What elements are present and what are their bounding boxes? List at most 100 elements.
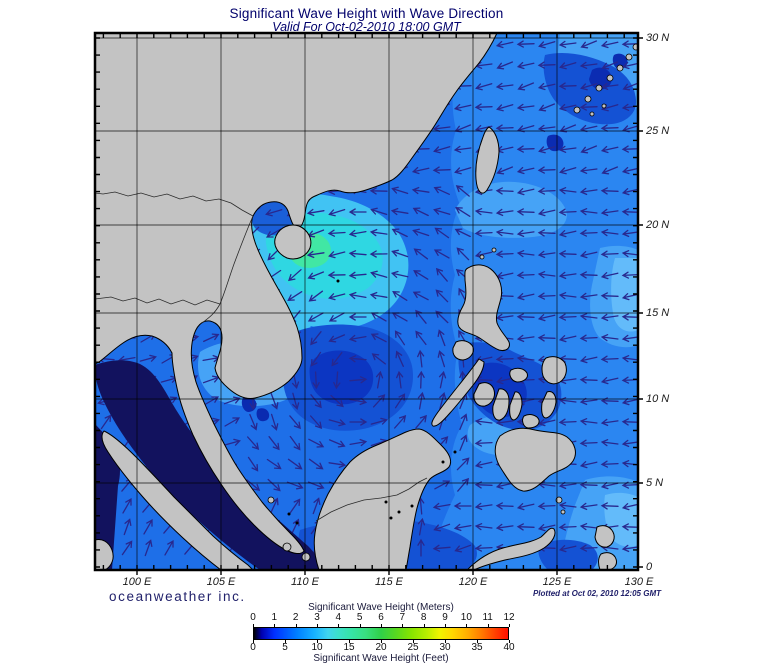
wave-region-tonkin-dark (250, 198, 294, 236)
land-taiwan-island (475, 126, 500, 194)
small-island (595, 84, 603, 92)
land-mainland-asia (95, 33, 498, 554)
map-frame (93, 31, 640, 572)
colorbar-meter-value: 10 (460, 612, 472, 623)
small-island (601, 103, 607, 109)
colorbar-feet-value: 20 (375, 642, 387, 653)
land-halmahera-south (598, 552, 617, 570)
islet-speck (287, 512, 291, 516)
colorbar-tick (413, 640, 414, 643)
plotted-timestamp: Plotted at Oct 02, 2010 12:05 GMT (532, 589, 661, 598)
colorbar-tick (285, 640, 286, 643)
small-island (282, 542, 292, 552)
china-indochina-border (95, 191, 254, 217)
lat-tick-label: 10 N (646, 393, 670, 405)
colorbar-meter-value: 4 (335, 612, 342, 623)
colorbar-meter-value: 3 (314, 612, 320, 623)
colorbar-tick (381, 640, 382, 643)
lat-tick-label: 30 N (646, 32, 670, 44)
chart-subtitle: Valid For Oct-02-2010 18:00 GMT (272, 20, 461, 34)
wave-region-swirl-core (309, 350, 374, 405)
colorbar-meter-value: 1 (271, 612, 278, 623)
wave-region-ryukyu-spot-2 (612, 53, 628, 69)
colorbar-feet-value: 30 (439, 642, 451, 653)
colorbar-feet-value: 10 (311, 642, 323, 653)
islet-speck (389, 516, 393, 520)
small-island (573, 106, 581, 114)
land-sulawesi-island (466, 527, 556, 570)
colorbar-tick (466, 624, 468, 627)
lon-tick-label: 100 E (122, 576, 152, 588)
colorbar-tick (359, 624, 361, 627)
colorbar-tick (274, 624, 276, 627)
lat-tick-label: 15 N (646, 307, 670, 319)
small-island (606, 74, 614, 82)
colorbar-meter-value: 12 (503, 612, 515, 623)
lon-tick-label: 125 E (542, 576, 572, 588)
colorbar-feet-value: 25 (407, 642, 419, 653)
small-island (560, 509, 566, 515)
land-mindanao-island (494, 427, 576, 492)
wave-region-luzon-strait-spot (546, 134, 564, 152)
land-sumatra-island (101, 430, 254, 570)
islet-speck (410, 504, 414, 508)
vietnam-laos-border (201, 215, 254, 324)
islet-speck (441, 460, 445, 464)
colorbar-meter-value: 8 (420, 612, 427, 623)
colorbar-feet-value: 5 (282, 642, 288, 653)
thailand-myanmar-border (95, 296, 221, 306)
colorbar-meter-value: 2 (292, 612, 299, 623)
islet-speck (384, 500, 388, 504)
land-palawan-island (431, 358, 485, 427)
colorbar-tick (445, 624, 446, 627)
colorbar-gradient (253, 627, 509, 640)
colorbar-meter-value: 5 (356, 612, 363, 623)
borneo-border (315, 477, 428, 522)
colorbar-title-feet: Significant Wave Height (Feet) (313, 653, 449, 664)
colorbar-tick (381, 624, 382, 627)
lon-tick-label: 115 E (375, 576, 403, 588)
land-leyte-island (541, 391, 557, 419)
oceanweather-logo: oceanweather inc. (109, 589, 246, 604)
colorbar-tick (317, 640, 318, 643)
colorbar-tick (253, 624, 254, 627)
colorbar-tick (509, 624, 510, 627)
land-borneo-island (313, 428, 452, 570)
colorbar-feet-value: 15 (343, 642, 355, 653)
colorbar-tick (487, 624, 489, 627)
colorbar-title-meters: Significant Wave Height (Meters) (308, 602, 454, 613)
small-island (491, 247, 497, 253)
colorbar-meter-value: 11 (482, 612, 493, 623)
small-island (555, 496, 563, 504)
colorbar-tick (509, 640, 510, 643)
colorbar-feet-value: 40 (503, 642, 515, 653)
colorbar-tick (423, 624, 425, 627)
land-luzon-island (457, 264, 510, 351)
small-island (584, 95, 592, 103)
islet-speck (336, 279, 340, 283)
land-negros-island (492, 388, 510, 421)
colorbar-tick (295, 624, 297, 627)
colorbar-tick (338, 624, 340, 627)
lat-tick-label: 25 N (646, 125, 670, 137)
lat-tick-label: 20 N (646, 219, 670, 231)
small-island (267, 496, 275, 504)
lat-tick-label: 0 (646, 561, 653, 573)
wave-region-south-of-taiwan (455, 181, 567, 238)
colorbar-meter-value: 6 (378, 612, 384, 623)
small-island (301, 552, 311, 562)
islet-speck (397, 510, 401, 514)
colorbar-tick (477, 640, 478, 643)
small-island (589, 111, 595, 117)
land-samar-island (541, 356, 567, 385)
colorbar-tick (349, 640, 350, 643)
frame-ticks (95, 33, 643, 575)
islet-speck (295, 521, 299, 525)
small-island (479, 254, 485, 260)
land-mindoro-island (452, 340, 474, 361)
islet-speck (453, 450, 457, 454)
land-halmahera-north (594, 525, 615, 548)
colorbar-feet-value: 35 (471, 642, 483, 653)
